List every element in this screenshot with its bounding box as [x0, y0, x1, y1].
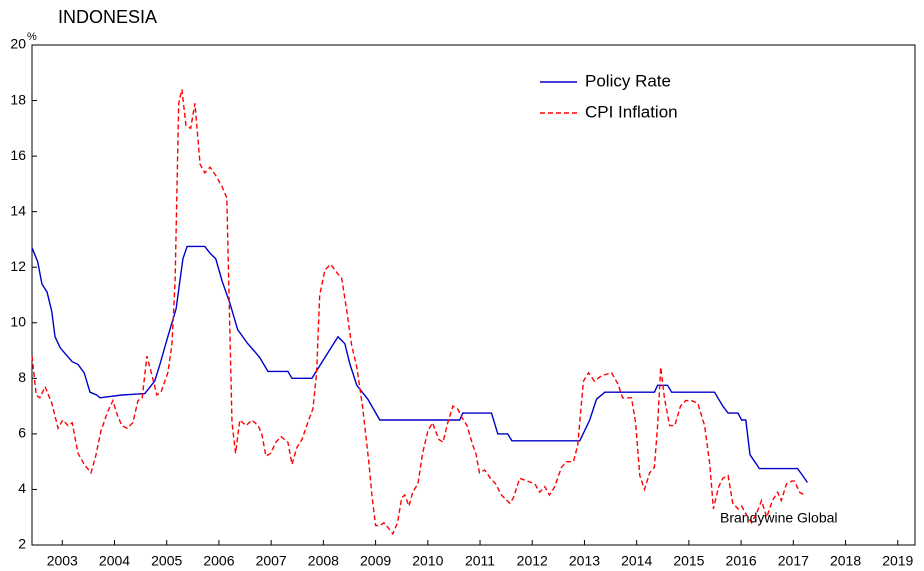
x-tick-label: 2012 — [517, 553, 548, 569]
x-tick-label: 2014 — [621, 553, 652, 569]
y-tick-label: 2 — [18, 536, 26, 552]
y-tick-label: 12 — [10, 258, 26, 274]
y-tick-label: 18 — [10, 91, 26, 107]
x-tick-label: 2016 — [726, 553, 757, 569]
x-tick-label: 2009 — [360, 553, 391, 569]
y-tick-label: 4 — [18, 480, 26, 496]
x-tick-label: 2003 — [47, 553, 78, 569]
x-tick-label: 2018 — [830, 553, 861, 569]
x-tick-label: 2007 — [256, 553, 287, 569]
y-tick-label: 16 — [10, 147, 26, 163]
x-tick-label: 2006 — [203, 553, 234, 569]
x-tick-label: 2004 — [99, 553, 130, 569]
y-tick-label: 10 — [10, 313, 26, 329]
x-tick-label: 2010 — [412, 553, 443, 569]
chart-title: INDONESIA — [58, 7, 157, 27]
x-tick-label: 2015 — [673, 553, 704, 569]
y-tick-label: 14 — [10, 202, 26, 218]
y-tick-label: 6 — [18, 425, 26, 441]
y-tick-label: 20 — [10, 36, 26, 52]
y-unit: % — [27, 31, 37, 43]
x-tick-label: 2013 — [569, 553, 600, 569]
plot-frame — [31, 44, 916, 546]
x-tick-label: 2008 — [308, 553, 339, 569]
legend-label: Policy Rate — [585, 71, 671, 90]
x-tick-label: 2005 — [151, 553, 182, 569]
series-line — [31, 89, 805, 536]
series-line — [31, 245, 808, 483]
x-tick-label: 2011 — [465, 553, 495, 569]
x-tick-label: 2019 — [882, 553, 913, 569]
y-tick-label: 8 — [18, 369, 26, 385]
legend-label: CPI Inflation — [585, 102, 678, 121]
x-tick-label: 2017 — [778, 553, 809, 569]
annotation: Brandywine Global — [720, 510, 838, 526]
